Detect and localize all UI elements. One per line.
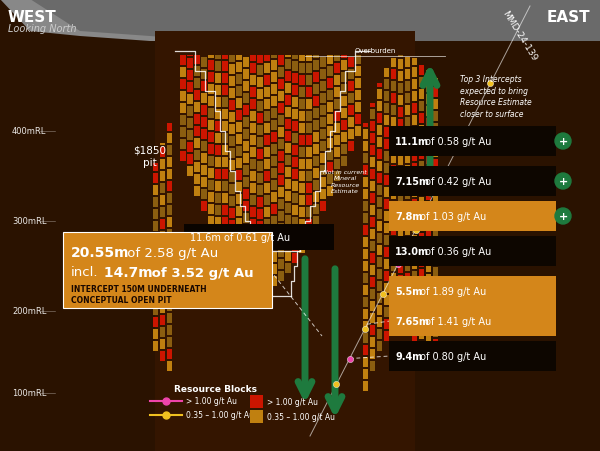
FancyBboxPatch shape [271,56,277,59]
FancyBboxPatch shape [370,361,374,371]
FancyBboxPatch shape [389,306,556,336]
FancyBboxPatch shape [398,72,403,82]
FancyBboxPatch shape [341,61,347,71]
FancyBboxPatch shape [362,369,367,379]
FancyBboxPatch shape [383,307,389,318]
FancyBboxPatch shape [292,170,298,179]
FancyBboxPatch shape [215,133,221,144]
FancyBboxPatch shape [215,230,221,239]
FancyBboxPatch shape [160,255,164,265]
FancyBboxPatch shape [383,248,389,258]
FancyBboxPatch shape [425,322,431,332]
FancyBboxPatch shape [222,182,228,192]
FancyBboxPatch shape [377,174,382,184]
FancyBboxPatch shape [299,160,305,170]
FancyBboxPatch shape [278,92,284,102]
FancyBboxPatch shape [419,258,424,267]
Text: of 1.03 g/t Au: of 1.03 g/t Au [417,212,486,221]
FancyBboxPatch shape [271,61,277,71]
FancyBboxPatch shape [313,216,319,226]
FancyBboxPatch shape [419,78,424,88]
FancyBboxPatch shape [167,349,172,359]
Circle shape [555,133,571,150]
FancyBboxPatch shape [229,232,235,243]
FancyBboxPatch shape [320,130,326,140]
FancyBboxPatch shape [201,154,207,164]
FancyBboxPatch shape [278,199,284,210]
FancyBboxPatch shape [222,56,228,60]
FancyBboxPatch shape [334,76,340,86]
FancyBboxPatch shape [257,174,263,184]
FancyBboxPatch shape [299,231,305,241]
FancyBboxPatch shape [271,205,277,215]
FancyBboxPatch shape [412,235,416,245]
Text: 20.55m: 20.55m [71,245,130,259]
FancyBboxPatch shape [187,56,193,57]
FancyBboxPatch shape [257,126,263,136]
FancyBboxPatch shape [278,128,284,138]
FancyBboxPatch shape [320,70,326,80]
FancyBboxPatch shape [215,110,221,120]
FancyBboxPatch shape [215,56,221,60]
FancyBboxPatch shape [412,283,416,293]
FancyBboxPatch shape [391,178,395,188]
FancyBboxPatch shape [201,142,207,152]
FancyBboxPatch shape [341,156,347,166]
FancyBboxPatch shape [187,143,193,152]
FancyBboxPatch shape [236,183,242,193]
FancyBboxPatch shape [383,199,389,210]
FancyBboxPatch shape [250,410,263,423]
FancyBboxPatch shape [327,175,333,184]
FancyBboxPatch shape [243,82,249,92]
FancyBboxPatch shape [243,94,249,104]
FancyBboxPatch shape [412,92,416,102]
FancyBboxPatch shape [257,221,263,231]
FancyBboxPatch shape [285,132,291,142]
FancyBboxPatch shape [377,210,382,220]
FancyBboxPatch shape [306,88,312,98]
FancyBboxPatch shape [285,227,291,238]
FancyBboxPatch shape [419,210,424,220]
FancyBboxPatch shape [425,191,431,201]
FancyBboxPatch shape [398,192,403,202]
FancyBboxPatch shape [425,95,431,105]
FancyBboxPatch shape [404,285,409,295]
FancyBboxPatch shape [412,199,416,210]
FancyBboxPatch shape [271,73,277,83]
FancyBboxPatch shape [433,327,437,337]
FancyBboxPatch shape [152,269,157,279]
FancyBboxPatch shape [201,70,207,80]
FancyBboxPatch shape [215,86,221,96]
FancyBboxPatch shape [391,238,395,248]
FancyBboxPatch shape [285,96,291,106]
Text: of 2.58 g/t Au: of 2.58 g/t Au [123,246,218,259]
FancyBboxPatch shape [404,178,409,188]
FancyBboxPatch shape [306,231,312,241]
FancyBboxPatch shape [264,231,270,241]
FancyBboxPatch shape [229,208,235,219]
FancyBboxPatch shape [152,221,157,231]
Circle shape [555,174,571,189]
FancyBboxPatch shape [370,146,374,156]
FancyBboxPatch shape [250,76,256,86]
FancyBboxPatch shape [412,295,416,305]
FancyBboxPatch shape [383,235,389,245]
FancyBboxPatch shape [412,68,416,78]
FancyBboxPatch shape [433,88,437,98]
FancyBboxPatch shape [341,56,347,59]
FancyBboxPatch shape [180,140,186,150]
FancyBboxPatch shape [412,175,416,186]
Text: MMD-24-139: MMD-24-139 [500,9,538,62]
Text: +: + [559,137,568,147]
FancyBboxPatch shape [391,142,395,152]
FancyBboxPatch shape [257,198,263,207]
FancyBboxPatch shape [299,220,305,230]
FancyBboxPatch shape [257,258,263,267]
FancyBboxPatch shape [419,114,424,124]
FancyBboxPatch shape [236,207,242,216]
FancyBboxPatch shape [433,339,437,349]
FancyBboxPatch shape [404,226,409,235]
FancyBboxPatch shape [271,240,277,250]
FancyBboxPatch shape [370,206,374,216]
